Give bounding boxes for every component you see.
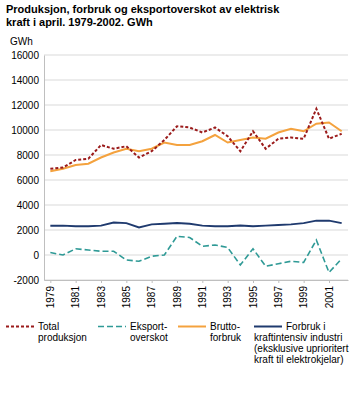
legend-label-line: Total [38,321,59,332]
x-tick-label: 1985 [121,286,132,309]
x-tick-mark [202,280,203,283]
y-axis-line [44,56,45,281]
x-tick: 1987 [146,280,157,308]
x-tick: 1997 [273,280,284,308]
grid-line [44,155,348,156]
x-tick: 1991 [197,280,208,308]
title-line: kraft i april. 1979-2002. GWh [6,16,153,28]
x-tick-mark [278,280,279,283]
legend-label-line: forbruk [210,332,242,343]
legend: Totalproduksjon Eksport-overskot Brutto-fo… [6,321,349,365]
y-tick-label: 6000 [17,175,40,186]
legend-swatch [6,326,34,328]
title: Produksjon, forbruk og eksportoverskot a… [6,3,280,28]
y-tick: 4000 [17,200,44,211]
y-tick-label: 2000 [17,225,40,236]
x-tick: 1979 [45,280,56,308]
x-tick-label: 1981 [70,286,81,309]
x-tick: 1989 [172,280,183,308]
y-tick-label: 14000 [11,75,39,86]
x-tick-mark [76,280,77,283]
x-tick-mark [152,280,153,283]
legend-label: Eksport-overskot [130,321,168,343]
x-tick-label: 1997 [273,286,284,309]
x-tick-mark [101,280,102,283]
legend-label-line: Forbruk i [286,321,325,332]
x-tick-label: 1987 [146,286,157,309]
x-tick-label: 1999 [298,286,309,309]
x-tick: 1995 [248,280,259,308]
y-tick: 6000 [17,175,44,186]
series-line [50,221,341,228]
x-tick: 1981 [70,280,81,308]
grid-line [44,280,348,281]
grid [44,55,348,280]
y-tick: -2000 [13,275,44,286]
y-tick: 14000 [11,75,44,86]
y-axis: -2000 0 2000 4000 6000 8000 10000 12000 14000 160… [11,50,44,286]
title-line: Produksjon, forbruk og eksportoverskot a… [6,3,280,15]
x-tick-label: 2001 [324,286,335,309]
y-tick: 10000 [11,125,44,136]
x-tick-mark [304,280,305,283]
x-tick-mark [126,280,127,283]
y-tick: 16000 [11,50,44,61]
legend-label-line: produksjon [38,332,87,343]
grid-line [44,180,348,181]
grid-line [44,205,348,206]
x-tick-mark [329,280,330,283]
x-tick-label: 1979 [45,286,56,309]
grid-line [44,255,348,256]
y-tick-label: 0 [33,250,39,261]
x-tick: 2001 [324,280,335,308]
legend-label-line: (eksklusive uprioritert [254,343,349,354]
y-tick-label: 8000 [17,150,40,161]
legend-label-line: Eksport- [130,321,167,332]
y-tick: 2000 [17,225,44,236]
x-axis-line [45,280,349,281]
legend-label-line: kraftintensiv industri [254,332,342,343]
legend-label: Forbruk ikraftintensiv industri(eksklusi… [254,321,349,365]
legend-swatch [178,326,206,328]
x-tick-label: 1993 [222,286,233,309]
y-tick: 12000 [11,100,44,111]
y-tick-label: 10000 [11,125,39,136]
legend-swatch [98,326,126,328]
x-tick: 1985 [121,280,132,308]
x-tick-mark [228,280,229,283]
chart: Produksjon, forbruk og eksportoverskot a… [0,0,356,396]
legend-label-line: kraft til elektrokjelar) [254,354,343,365]
lines [50,109,341,273]
y-tick-label: 16000 [11,50,39,61]
x-tick: 1983 [96,280,107,308]
legend-label-line: Brutto- [210,321,240,332]
x-axis: 1979 1981 1983 1985 1987 1989 1991 1993 1995 1997… [45,280,349,308]
series-line [50,109,341,169]
legend-label: Totalproduksjon [38,321,87,343]
x-tick-mark [177,280,178,283]
y-tick-label: 12000 [11,100,39,111]
grid-line [44,105,348,106]
y-tick-label: 4000 [17,200,40,211]
y-tick: 8000 [17,150,44,161]
x-tick-label: 1991 [197,286,208,309]
x-tick: 1993 [222,280,233,308]
legend-swatch [254,326,282,328]
x-tick-label: 1995 [248,286,259,309]
grid-line [44,55,348,56]
x-tick-mark [253,280,254,283]
legend-label: Brutto-forbruk [210,321,242,343]
legend-label-line: overskot [130,332,168,343]
grid-line [44,230,348,231]
y-tick: 0 [33,250,44,261]
y-tick-label: -2000 [13,275,39,286]
grid-line [44,80,348,81]
y-axis-title: GWh [10,36,33,47]
x-tick-label: 1989 [172,286,183,309]
x-tick: 1999 [298,280,309,308]
x-tick-mark [50,280,51,283]
x-tick-label: 1983 [96,286,107,309]
series-line [50,236,341,272]
